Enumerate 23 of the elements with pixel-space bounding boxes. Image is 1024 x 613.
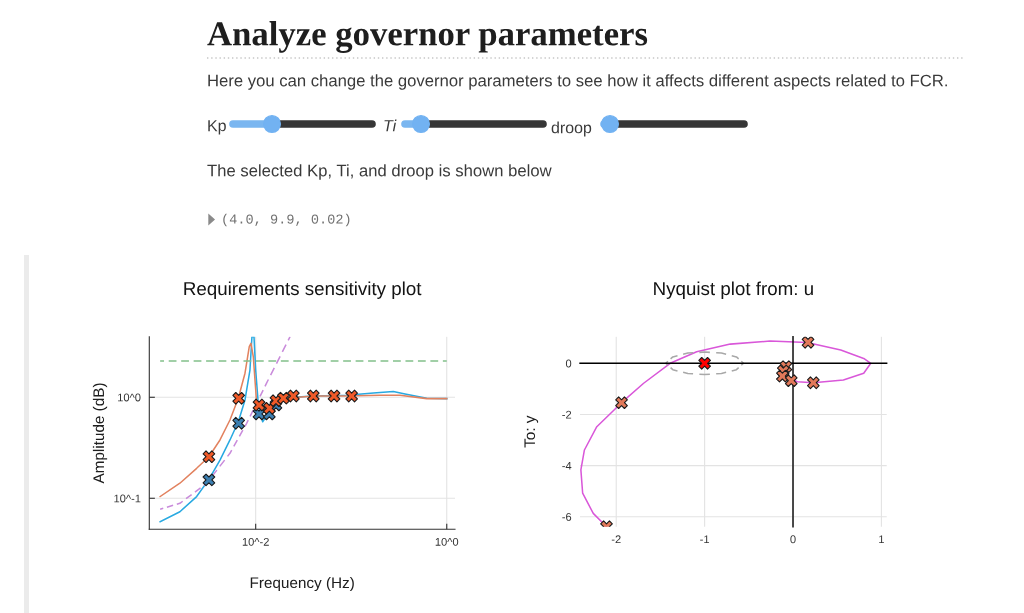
chart-title: Nyquist plot from: u	[654, 281, 813, 299]
chart-title: Requirements sensitivity plot	[184, 281, 422, 299]
x-tick-label: 10^-2	[242, 537, 269, 546]
y-axis-title: To: y	[524, 415, 539, 448]
x-tick-label: 1	[879, 535, 884, 544]
x-tick-label: 10^0	[435, 537, 459, 546]
text: droop	[551, 121, 592, 137]
y-tick-label: -6	[562, 512, 572, 521]
text: Ti	[384, 119, 397, 132]
text: (4.0, 9.9, 0.02)	[223, 213, 350, 227]
y-tick-label: 0	[565, 359, 572, 368]
y-tick-label: -4	[562, 461, 572, 470]
y-tick-label: 10^-1	[114, 494, 141, 503]
text: Here you can change the governor parameters to see how it affects different aspects related to FCR.	[208, 74, 947, 90]
x-tick-label: 0	[790, 535, 796, 544]
y-tick-label: -2	[562, 410, 572, 419]
x-axis-title: Frequency (Hz)	[250, 576, 354, 592]
text: Kp	[208, 120, 226, 135]
text: Analyze governor parameters	[207, 21, 648, 53]
x-tick-label: -2	[611, 535, 621, 544]
x-tick-label: -1	[700, 535, 710, 544]
y-axis-title: Amplitude (dB)	[92, 383, 108, 484]
text: The selected Kp, Ti, and droop is shown below	[207, 164, 552, 180]
